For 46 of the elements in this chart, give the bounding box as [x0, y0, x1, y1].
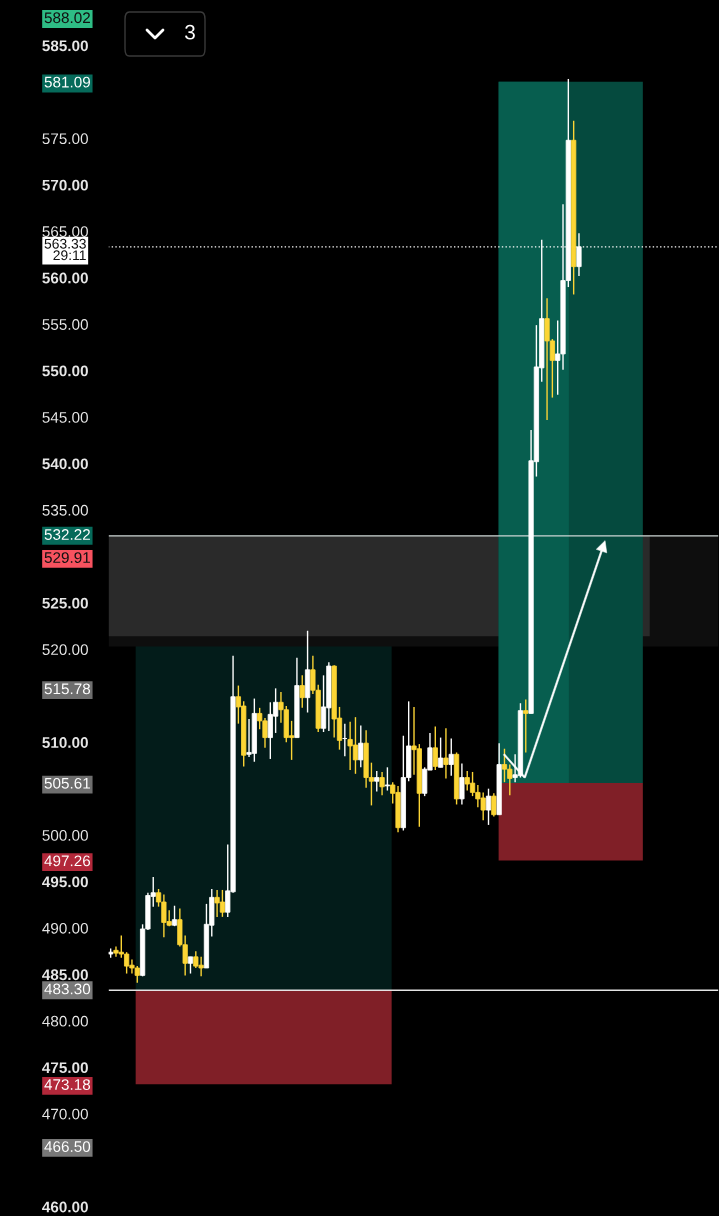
y2-tick-label: 466.50 [44, 1141, 91, 1153]
candlestick [358, 724, 364, 769]
y2-tick-label: 529.91 [44, 552, 90, 563]
candlestick [432, 725, 438, 771]
y2-tick-label: 473.18 [44, 1079, 91, 1090]
candlestick [485, 787, 492, 826]
y-tick-label: 565.00 [42, 226, 88, 237]
candlestick [459, 762, 465, 806]
y-tick-label: 495.00 [42, 876, 88, 888]
y-tick-label: 480.00 [42, 1015, 88, 1027]
candlestick [448, 737, 454, 777]
candlestick [384, 766, 390, 792]
candlestick [374, 770, 380, 793]
y-tick-label: 520.00 [42, 644, 88, 656]
y2-tick-label: 497.26 [44, 855, 91, 867]
candlestick [379, 771, 385, 796]
y-tick-label: 475.00 [42, 1062, 88, 1074]
y2-tick-label: 588.02 [44, 12, 90, 24]
y-tick-label: 460.00 [42, 1201, 88, 1213]
y-tick-label: 510.00 [42, 737, 88, 748]
ref-line-label: 532.22 [44, 529, 90, 540]
y-tick-label: 470.00 [42, 1108, 88, 1120]
candlestick [438, 736, 444, 769]
y-tick-label: 585.00 [42, 40, 88, 52]
y2-tick-label: 505.61 [44, 777, 90, 789]
y2-tick-label: 515.78 [44, 683, 91, 695]
y-tick-label: 555.00 [42, 319, 88, 330]
candlestick [299, 674, 305, 709]
y-tick-label: 535.00 [42, 504, 88, 516]
annotation: 3 [185, 24, 195, 40]
y-tick-label: 500.00 [42, 830, 88, 841]
y-tick-label: 560.00 [42, 272, 88, 284]
y-tick-label: 575.00 [42, 133, 88, 145]
y-tick-label: 485.00 [42, 969, 88, 981]
y2-tick-label: 581.09 [44, 76, 90, 88]
candlestick [523, 698, 529, 754]
y-tick-label: 525.00 [42, 597, 88, 609]
ref-line-label: 483.30 [44, 983, 91, 995]
ref-line-label: 563.33 29:11 [44, 238, 86, 261]
candlestick [491, 792, 497, 818]
y-tick-label: 490.00 [42, 922, 88, 934]
candlestick [443, 727, 449, 780]
y-tick-label: 540.00 [42, 458, 88, 470]
y-tick-label: 550.00 [42, 365, 88, 377]
y-tick-label: 570.00 [42, 179, 88, 191]
y-tick-label: 545.00 [42, 411, 88, 423]
